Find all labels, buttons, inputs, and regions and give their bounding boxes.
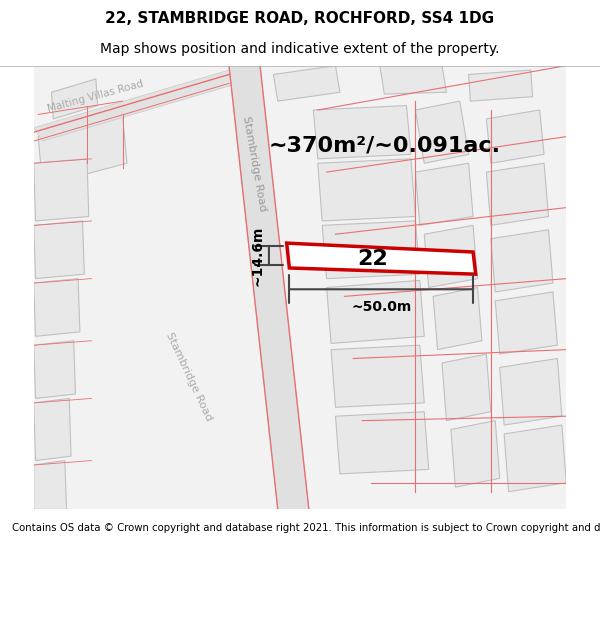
Polygon shape bbox=[318, 159, 415, 221]
Polygon shape bbox=[415, 163, 473, 226]
Text: 22, STAMBRIDGE ROAD, ROCHFORD, SS4 1DG: 22, STAMBRIDGE ROAD, ROCHFORD, SS4 1DG bbox=[106, 11, 494, 26]
Polygon shape bbox=[52, 79, 98, 119]
Text: ~50.0m: ~50.0m bbox=[351, 300, 412, 314]
Text: ~14.6m: ~14.6m bbox=[251, 226, 265, 286]
Text: 22: 22 bbox=[357, 249, 388, 269]
Polygon shape bbox=[487, 163, 548, 226]
Polygon shape bbox=[331, 345, 424, 408]
Polygon shape bbox=[424, 226, 478, 288]
Polygon shape bbox=[504, 425, 566, 492]
Polygon shape bbox=[335, 412, 428, 474]
Polygon shape bbox=[451, 421, 500, 488]
Polygon shape bbox=[34, 341, 76, 399]
Polygon shape bbox=[469, 70, 533, 101]
Polygon shape bbox=[38, 114, 127, 186]
Text: Stambridge Road: Stambridge Road bbox=[241, 115, 267, 212]
Polygon shape bbox=[34, 461, 67, 509]
Polygon shape bbox=[34, 221, 85, 279]
Polygon shape bbox=[287, 243, 476, 274]
Polygon shape bbox=[34, 279, 80, 336]
Polygon shape bbox=[229, 66, 309, 509]
Text: Map shows position and indicative extent of the property.: Map shows position and indicative extent… bbox=[100, 42, 500, 56]
Polygon shape bbox=[34, 70, 238, 141]
Polygon shape bbox=[326, 281, 424, 343]
Polygon shape bbox=[491, 230, 553, 292]
Polygon shape bbox=[380, 66, 446, 94]
Polygon shape bbox=[500, 359, 562, 425]
Polygon shape bbox=[322, 221, 420, 279]
Polygon shape bbox=[487, 110, 544, 163]
Polygon shape bbox=[313, 106, 411, 159]
Text: Contains OS data © Crown copyright and database right 2021. This information is : Contains OS data © Crown copyright and d… bbox=[12, 523, 600, 533]
Polygon shape bbox=[274, 66, 340, 101]
Text: Malting Villas Road: Malting Villas Road bbox=[47, 79, 145, 114]
Polygon shape bbox=[495, 292, 557, 354]
Polygon shape bbox=[34, 399, 71, 461]
Text: ~370m²/~0.091ac.: ~370m²/~0.091ac. bbox=[268, 136, 500, 156]
Polygon shape bbox=[415, 101, 469, 163]
Polygon shape bbox=[442, 354, 491, 421]
Polygon shape bbox=[433, 288, 482, 349]
Text: Stambridge Road: Stambridge Road bbox=[164, 331, 214, 422]
Polygon shape bbox=[34, 159, 89, 221]
